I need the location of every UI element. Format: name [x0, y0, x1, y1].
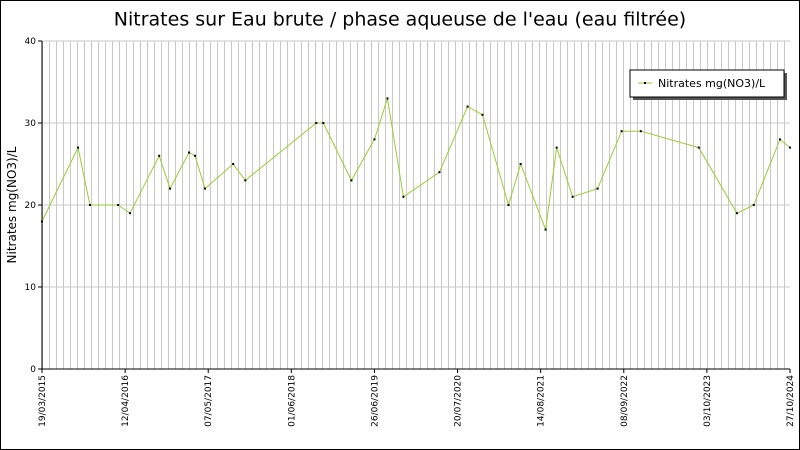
- point: [117, 204, 120, 206]
- point: [386, 97, 389, 100]
- point: [735, 212, 738, 215]
- y-tick-label: 20: [25, 201, 37, 211]
- point: [466, 105, 469, 108]
- point: [620, 130, 623, 133]
- point: [41, 220, 43, 223]
- point: [555, 146, 558, 149]
- y-axis-label: Nitrates mg(NO3)/L: [5, 146, 19, 263]
- x-tick-label: 26/06/2019: [370, 375, 380, 427]
- chart-title: Nitrates sur Eau brute / phase aqueuse d…: [114, 9, 686, 31]
- x-tick-label: 03/10/2023: [703, 375, 713, 427]
- x-tick-label: 07/05/2017: [204, 375, 214, 427]
- point: [571, 195, 574, 198]
- x-tick-label: 20/07/2020: [454, 375, 464, 427]
- point: [789, 146, 791, 149]
- point: [438, 171, 441, 174]
- point: [373, 138, 376, 141]
- point: [697, 146, 700, 149]
- legend: [629, 69, 787, 100]
- x-tick-label: 12/04/2016: [121, 375, 131, 427]
- y-tick-label: 10: [25, 283, 37, 293]
- point: [507, 204, 510, 206]
- x-tick-label: 27/10/2024: [786, 375, 796, 427]
- y-tick-label: 0: [30, 365, 36, 375]
- point: [194, 154, 197, 157]
- point: [204, 187, 207, 190]
- point: [232, 163, 235, 165]
- point: [88, 204, 91, 206]
- y-tick-label: 30: [25, 119, 37, 129]
- point: [402, 195, 405, 198]
- x-tick-label: 14/08/2021: [537, 375, 547, 427]
- y-tick-label: 40: [25, 37, 37, 47]
- point: [129, 212, 132, 215]
- x-tick-label: 19/03/2015: [38, 375, 48, 427]
- point: [188, 151, 191, 154]
- point: [639, 130, 642, 133]
- point: [596, 187, 599, 190]
- legend-marker: [644, 82, 646, 84]
- point: [481, 113, 484, 116]
- point: [544, 228, 547, 231]
- point: [752, 204, 755, 206]
- point: [244, 179, 247, 182]
- legend-label: Nitrates mg(NO3)/L: [658, 77, 766, 90]
- point: [519, 163, 522, 165]
- point: [315, 122, 318, 124]
- point: [158, 154, 161, 157]
- legend-box: [629, 69, 785, 98]
- point: [169, 187, 172, 190]
- point: [350, 179, 353, 182]
- point: [77, 146, 80, 149]
- x-tick-label: 01/06/2018: [287, 375, 297, 427]
- point: [778, 138, 781, 141]
- series-line: [41, 98, 791, 230]
- x-tick-label: 08/09/2022: [620, 375, 630, 427]
- point: [322, 122, 325, 124]
